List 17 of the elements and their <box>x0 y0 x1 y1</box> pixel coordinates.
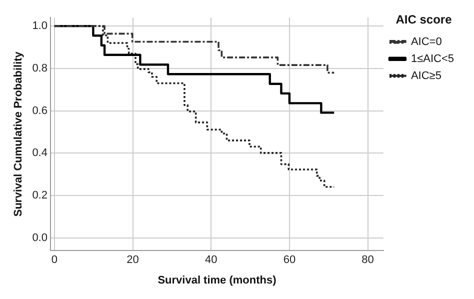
legend-label: AIC=0 <box>410 36 442 48</box>
x-tick-label: 60 <box>283 254 296 266</box>
y-tick-label: 0.2 <box>32 190 48 202</box>
y-tick-label: 0.4 <box>32 147 48 160</box>
y-tick-label: 1.0 <box>32 20 48 32</box>
x-tick-label: 0 <box>51 254 58 266</box>
y-tick-label: 0.0 <box>32 232 48 244</box>
x-axis-title: Survival time (months) <box>158 274 277 286</box>
legend-title: AIC score <box>396 12 452 26</box>
y-tick-label: 0.6 <box>32 104 48 117</box>
legend-label: 1≤AIC<5 <box>410 52 454 65</box>
y-axis-title: Survival Cumulative Probability <box>12 50 25 217</box>
y-tick-label: 0.8 <box>32 62 48 74</box>
x-tick-label: 20 <box>126 254 139 266</box>
x-tick-label: 40 <box>204 254 218 266</box>
legend-label: AIC≥5 <box>410 70 442 82</box>
x-tick-label: 80 <box>362 254 374 266</box>
